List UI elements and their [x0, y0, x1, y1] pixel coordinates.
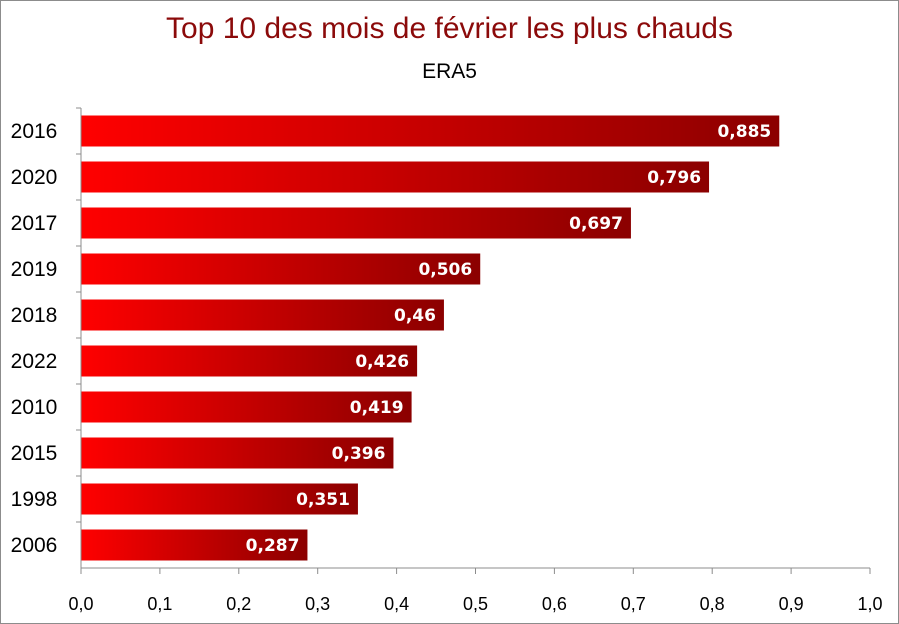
- category-label-2022: 2022: [11, 350, 58, 373]
- x-tick-label: 0,3: [305, 594, 330, 614]
- category-label-2019: 2019: [11, 258, 58, 281]
- data-label-2006: 0,287: [246, 536, 300, 556]
- x-tick-label: 0,4: [384, 594, 409, 614]
- data-label-2015: 0,396: [332, 444, 386, 464]
- category-label-1998: 1998: [11, 488, 58, 511]
- chart-title: Top 10 des mois de février les plus chau…: [166, 12, 733, 45]
- x-tick-label: 0,7: [621, 594, 646, 614]
- data-label-2010: 0,419: [350, 398, 404, 418]
- bar-2018: [81, 299, 444, 331]
- bar-1998: [81, 483, 358, 515]
- category-label-2020: 2020: [11, 166, 58, 189]
- bars-layer: 0,885 0,796 0,697 0,506 0,46 0,426 0,419 0,396 0…: [81, 115, 780, 561]
- x-tick-label: 0,5: [463, 594, 488, 614]
- x-tick-label: 0,6: [542, 594, 567, 614]
- data-label-2016: 0,885: [717, 122, 771, 142]
- bar-2017: [81, 207, 631, 239]
- bar-2010: [81, 391, 412, 423]
- x-tick-label: 0,8: [700, 594, 725, 614]
- x-tick-label: 0,2: [226, 594, 251, 614]
- axis-layer: 2016 2020 2017 2019 2018 2022 2010 2015 1998 2006…: [11, 107, 883, 614]
- data-label-2019: 0,506: [418, 260, 472, 280]
- bar-2006: [81, 529, 308, 561]
- data-label-2018: 0,46: [394, 306, 436, 326]
- x-tick-label: 1,0: [857, 594, 882, 614]
- data-label-2017: 0,697: [569, 214, 623, 234]
- category-label-2018: 2018: [11, 304, 58, 327]
- data-label-2022: 0,426: [355, 352, 409, 372]
- category-label-2016: 2016: [11, 120, 58, 143]
- category-label-2017: 2017: [11, 212, 58, 235]
- bar-2019: [81, 253, 481, 285]
- x-tick-label: 0,1: [147, 594, 172, 614]
- category-label-2015: 2015: [11, 442, 58, 465]
- data-label-1998: 0,351: [296, 490, 350, 510]
- bar-2022: [81, 345, 418, 377]
- bar-2015: [81, 437, 394, 469]
- bar-2016: [81, 115, 780, 147]
- category-label-2010: 2010: [11, 396, 58, 419]
- x-tick-label: 0,0: [68, 594, 93, 614]
- data-label-2020: 0,796: [647, 168, 701, 188]
- category-label-2006: 2006: [11, 534, 58, 557]
- chart-subtitle: ERA5: [422, 60, 477, 83]
- x-tick-label: 0,9: [779, 594, 804, 614]
- bar-2020: [81, 161, 710, 193]
